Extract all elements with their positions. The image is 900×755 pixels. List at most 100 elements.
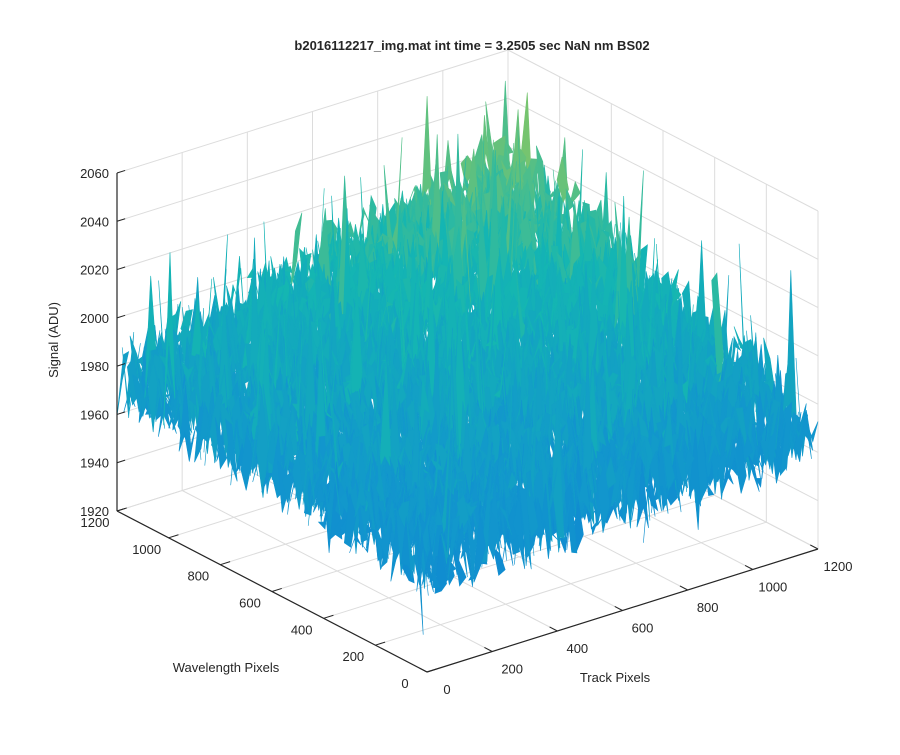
surface-patch [681, 304, 694, 404]
z-tick-mark [116, 218, 126, 222]
surface-patch [538, 483, 552, 551]
surface-patch [359, 503, 372, 535]
z-tick-label: 2060 [80, 166, 109, 181]
z-tick-mark [116, 363, 126, 367]
surface-patch [793, 407, 806, 439]
surface-patch [323, 473, 336, 534]
surface-patch [675, 450, 688, 489]
x-tick-mark [614, 606, 623, 611]
x-tick-label: 800 [697, 600, 719, 615]
surface-patch [349, 534, 362, 554]
surface-patch [556, 251, 569, 284]
surface-patch [473, 509, 486, 583]
surface-patch [564, 481, 578, 554]
surface-patch [434, 535, 447, 594]
surface-patch [636, 460, 649, 529]
surface-patch [309, 472, 322, 511]
surface-patch [202, 320, 215, 353]
surface-patch [333, 519, 347, 532]
surface-patch [551, 389, 565, 539]
x-tick-mark [810, 544, 819, 550]
y-tick-mark [426, 668, 437, 673]
surface-patch [556, 156, 569, 203]
surface-patch [488, 284, 501, 370]
surface-patch [307, 281, 321, 345]
surface-patch [240, 425, 254, 491]
surface-patch [688, 428, 701, 507]
surface-patch [121, 331, 135, 419]
surface-patch [799, 412, 812, 459]
surface-patch [313, 482, 326, 513]
surface-patch [708, 426, 721, 464]
surface-patch [753, 444, 767, 470]
surface-patch [507, 502, 520, 555]
surface-patch [662, 445, 675, 492]
surface-patch [380, 301, 394, 327]
z-axis-label: Signal (ADU) [46, 302, 61, 378]
surface-patch [328, 466, 341, 518]
surface-patch [727, 438, 741, 479]
surface-patch [411, 520, 424, 635]
surface-patch [533, 337, 546, 368]
surface-patch [734, 428, 747, 494]
surface-patch [363, 446, 377, 483]
x-axis-label: Track Pixels [580, 670, 651, 685]
z-tick-label: 2020 [80, 263, 109, 278]
surface-patch [360, 507, 374, 554]
surface-patch [245, 430, 259, 477]
surface-patch [493, 547, 506, 576]
z-tick-mark [116, 507, 126, 512]
chart-title: b2016112217_img.mat int time = 3.2505 se… [294, 38, 649, 53]
x-tick-mark [679, 585, 688, 591]
y-tick-mark [168, 534, 179, 539]
surface-patch [747, 452, 760, 492]
surface-patch [421, 555, 434, 593]
surface-patch [329, 461, 343, 540]
surface-patch [597, 463, 610, 533]
y-axis-label: Wavelength Pixels [173, 660, 280, 675]
surface-patch [525, 496, 539, 539]
surface-patch [364, 489, 377, 542]
surface-patch [428, 525, 441, 589]
y-tick-label: 1000 [132, 542, 161, 557]
surface-patch [610, 457, 623, 507]
surface-patch [183, 426, 197, 462]
x-tick-label: 200 [501, 662, 523, 677]
surface-patch [209, 393, 223, 463]
y-tick-mark [220, 561, 231, 566]
surface-patch [441, 433, 454, 564]
surface-patch [533, 310, 546, 332]
y-tick-mark [271, 587, 282, 592]
z-tick-label: 1940 [80, 456, 109, 471]
surface-patch [343, 301, 356, 423]
surface-patch [302, 413, 315, 507]
surface-patch [181, 361, 195, 384]
y-tick-mark [375, 641, 386, 646]
surface-patch [577, 468, 591, 512]
surface-patch [354, 478, 367, 518]
x-tick-label: 1200 [824, 559, 853, 574]
surface-patch [379, 362, 392, 469]
z-tick-mark [116, 169, 126, 174]
x-tick-label: 0 [443, 682, 450, 697]
surface-patch [498, 456, 512, 477]
surface-patch [297, 448, 310, 515]
x-tick-mark [744, 565, 754, 570]
surface-patch [402, 342, 415, 368]
surface-patch [343, 493, 357, 548]
surface-patch [406, 487, 419, 579]
y-tick-label: 800 [187, 569, 209, 584]
surface-patch [773, 422, 786, 474]
surface-patch [261, 472, 275, 493]
z-tick-label: 1980 [80, 359, 109, 374]
surface-patch [225, 418, 238, 482]
surface-patch [585, 473, 599, 535]
surface-mesh [116, 80, 819, 635]
surface-patch [484, 348, 497, 383]
y-tick-label: 400 [291, 622, 313, 637]
surface-patch [163, 252, 176, 426]
y-tick-mark [323, 614, 334, 619]
x-tick-mark [419, 667, 428, 673]
z-tick-label: 1960 [80, 407, 109, 422]
surface-patch [464, 500, 478, 517]
